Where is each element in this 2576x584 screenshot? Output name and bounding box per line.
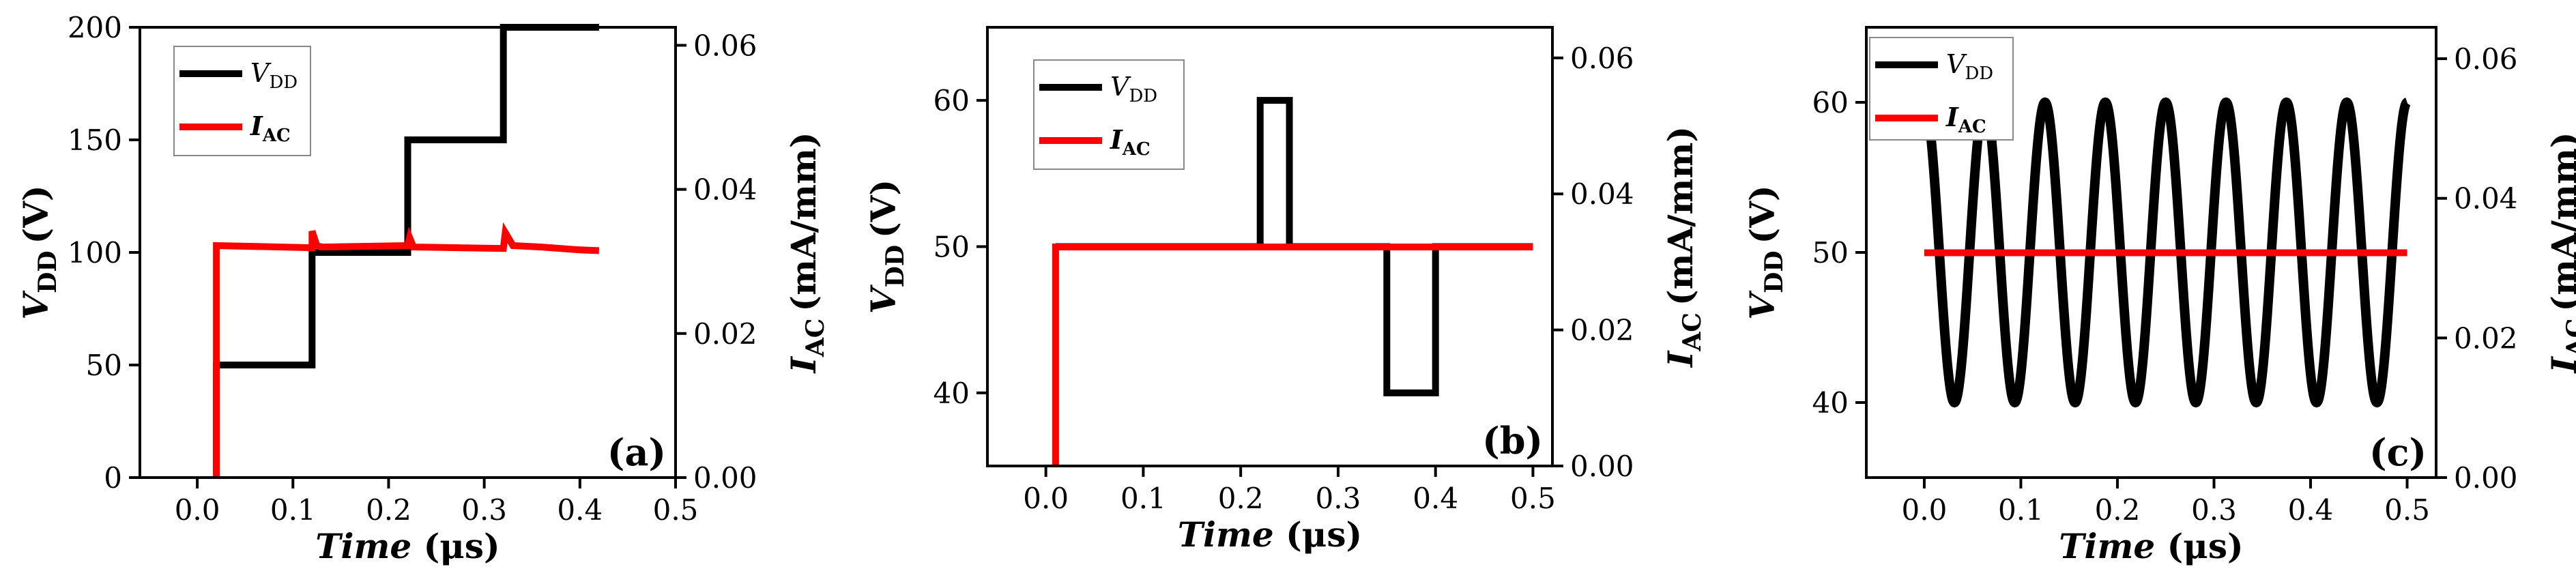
y-axis-label: VDD(V) xyxy=(16,185,62,319)
chart-panel-3: 0.0 0.1 0.2 0.3 0.4 0.5 40 50 60 0.00 0.02 0.04 0.06… xyxy=(1742,26,2576,566)
y2-tick-label: 0.00 xyxy=(2454,461,2518,495)
x-tick-label: 0.1 xyxy=(1998,493,2044,527)
y-tick-label: 50 xyxy=(86,349,122,382)
panel-label: (a) xyxy=(607,430,666,474)
legend-entry-label: VDD xyxy=(1946,49,1993,84)
legend-entry-label: IAC xyxy=(1945,102,1986,137)
legend-entry-label: VDD xyxy=(1110,72,1157,106)
x-tick-label: 0.3 xyxy=(461,493,507,527)
y2-tick-label: 0.02 xyxy=(1570,314,1634,347)
y2-tick-label: 0.06 xyxy=(693,29,757,62)
x-tick-label: 0.0 xyxy=(1902,493,1948,527)
series-iac-line xyxy=(213,222,600,478)
legend-box xyxy=(1869,37,2014,141)
y-tick-label: 60 xyxy=(934,84,970,117)
y2-tick-label: 0.04 xyxy=(2454,182,2518,216)
y2-axis-label: IAC(mA/mm) xyxy=(2544,132,2576,374)
x-tick-label: 0.2 xyxy=(2095,493,2141,527)
y-tick-label: 40 xyxy=(934,377,970,410)
y2-tick-label: 0.04 xyxy=(1570,177,1634,211)
legend-box xyxy=(173,46,311,156)
y-tick-label: 150 xyxy=(68,123,122,157)
panel-label: (c) xyxy=(2369,430,2427,474)
legend: VDD IAC xyxy=(1033,59,1185,170)
legend: VDD IAC xyxy=(1869,37,2014,141)
x-tick-label: 0.2 xyxy=(366,493,411,527)
panel-label: (b) xyxy=(1482,419,1543,463)
y-tick-label: 50 xyxy=(934,231,970,264)
y-tick-label: 100 xyxy=(68,236,122,269)
x-axis-label: Time (μs) xyxy=(1178,514,1362,555)
y-tick-label: 50 xyxy=(1812,236,1849,269)
x-tick-label: 0.4 xyxy=(2288,493,2334,527)
x-tick-label: 0.3 xyxy=(1316,482,1361,515)
y-tick-label: 200 xyxy=(68,11,122,44)
x-tick-label: 0.4 xyxy=(557,493,603,527)
y-axis-label: VDD(V) xyxy=(1742,185,1789,319)
x-tick-label: 0.5 xyxy=(2384,493,2430,527)
series-iac-line xyxy=(1052,244,1533,466)
x-tick-label: 0.3 xyxy=(2191,493,2237,527)
y2-tick-label: 0.00 xyxy=(693,461,757,495)
chart-panel-1: 0.0 0.1 0.2 0.3 0.4 0.5 0 50 100 150 200 0.00 0.02 0.… xyxy=(16,11,830,566)
y2-tick-label: 0.06 xyxy=(2454,42,2518,76)
y-tick-label: 40 xyxy=(1812,386,1849,420)
chart-panel-2: 0.0 0.1 0.2 0.3 0.4 0.5 40 50 60 0.00 0.02 0.04 0.06… xyxy=(863,26,1707,555)
y2-axis-label: IAC(mA/mm) xyxy=(1660,126,1707,368)
legend-entry-label: IAC xyxy=(250,111,291,146)
series-vdd-line xyxy=(1921,97,2411,408)
y-tick-label: 0 xyxy=(104,461,122,495)
x-tick-label: 0.2 xyxy=(1218,482,1264,515)
y-tick-label: 60 xyxy=(1812,86,1849,119)
y2-tick-label: 0.04 xyxy=(693,173,757,207)
y-axis-label: VDD(V) xyxy=(863,179,910,314)
x-tick-label: 0.1 xyxy=(1120,482,1166,515)
legend-entry-label: VDD xyxy=(250,58,298,93)
series-vdd-line xyxy=(213,24,599,478)
y2-axis-label: IAC(mA/mm) xyxy=(783,132,830,374)
x-tick-label: 0.1 xyxy=(270,493,316,527)
x-tick-label: 0.5 xyxy=(653,493,699,527)
x-tick-label: 0.0 xyxy=(175,493,220,527)
x-axis-label: Time (μs) xyxy=(315,526,500,566)
y2-tick-label: 0.06 xyxy=(1570,42,1634,75)
x-tick-label: 0.0 xyxy=(1023,482,1069,515)
y2-tick-label: 0.00 xyxy=(1570,450,1634,483)
y2-tick-label: 0.02 xyxy=(693,317,757,351)
y2-tick-label: 0.02 xyxy=(2454,321,2518,355)
x-tick-label: 0.5 xyxy=(1510,482,1556,515)
x-axis-label: Time (μs) xyxy=(2059,526,2243,566)
legend-box xyxy=(1033,59,1185,170)
x-tick-label: 0.4 xyxy=(1413,482,1458,515)
legend: VDD IAC xyxy=(173,46,311,156)
legend-entry-label: IAC xyxy=(1110,124,1150,160)
